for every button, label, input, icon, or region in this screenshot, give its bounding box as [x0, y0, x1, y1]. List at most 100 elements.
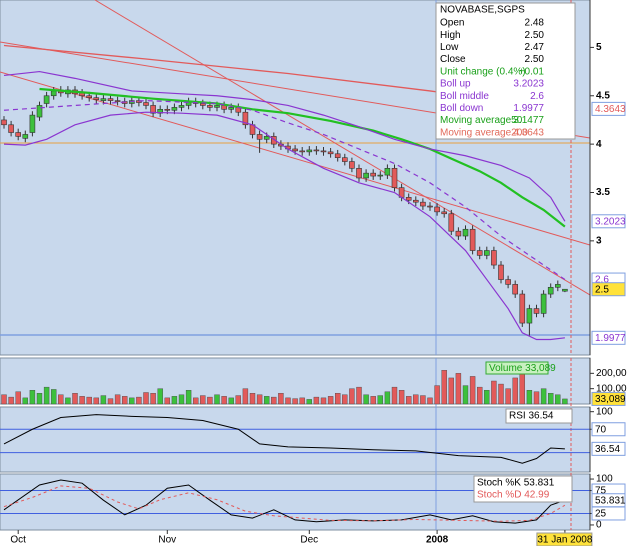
candle-body [313, 149, 320, 152]
volume-bar [427, 397, 433, 405]
y-tick-label: 75 [595, 486, 607, 497]
marks [0, 44, 590, 524]
info-label: Low [440, 42, 459, 53]
info-title: NOVABASE,SGPS [440, 5, 525, 16]
volume-bar [249, 393, 256, 405]
candle-body [15, 132, 21, 137]
candle-body [93, 97, 100, 100]
indicator-line [3, 485, 566, 522]
candle-body [349, 161, 355, 169]
candle-body [469, 228, 476, 251]
volume-bar [448, 377, 454, 405]
volume-bar [313, 396, 320, 405]
candle-body [200, 103, 206, 106]
candle-body [320, 150, 327, 153]
volume-bar [15, 391, 21, 405]
last-value-label-box [591, 214, 626, 229]
candle-body [107, 98, 114, 101]
last-value-label: 33,089 [595, 394, 626, 405]
volume-bar [455, 373, 462, 405]
legend-entry: RSI 36.54 [509, 411, 554, 422]
volume-bar [192, 397, 199, 405]
volume-bar [107, 398, 114, 405]
volume-bar [370, 396, 376, 405]
candle-body [377, 174, 384, 177]
x-tick-label: 2008 [426, 535, 449, 546]
candle-body [178, 105, 185, 108]
volume-bar [221, 396, 227, 405]
volume-bar [22, 397, 28, 405]
candle-body [512, 284, 519, 295]
candle-body [356, 168, 362, 179]
candle-body [434, 206, 440, 213]
y-tick-label: 4.5 [596, 90, 610, 101]
volume-bar [505, 388, 511, 405]
volume-bar [242, 388, 249, 405]
candle-body [86, 95, 92, 98]
candle-body [483, 250, 490, 256]
volume-bar [214, 394, 220, 405]
volume-bar [292, 398, 298, 405]
candle-body [114, 100, 121, 102]
volume-bar [100, 395, 107, 405]
candle-body [36, 105, 43, 118]
volume-bar [150, 393, 156, 405]
last-value-label: 4.3643 [595, 104, 626, 115]
candle-body [207, 105, 213, 108]
volume-bar [441, 370, 447, 405]
volume-bar [79, 396, 85, 405]
indicator-line [3, 70, 566, 222]
rsi-panel [0, 406, 591, 473]
volume-bar [171, 396, 178, 405]
legend-box [505, 408, 573, 424]
last-value-label: 2.5 [595, 284, 609, 295]
volume-bar [391, 386, 398, 405]
volume-bar [562, 398, 568, 405]
candle-body [327, 151, 334, 155]
info-label: High [440, 30, 461, 41]
candle-body [427, 205, 433, 208]
y-tick-label: 100 [596, 474, 613, 485]
volume-bar [264, 396, 270, 405]
volume-bar [256, 394, 263, 405]
candle-body [384, 168, 391, 176]
indicator-line [39, 87, 566, 228]
candle-body [263, 136, 270, 140]
volume-bar [320, 397, 327, 405]
volume-bar [285, 397, 291, 405]
volume-bar [51, 389, 57, 405]
candle-body [164, 109, 171, 111]
volume-bar [335, 393, 341, 405]
candle-body [547, 286, 554, 295]
volume-bar [477, 386, 483, 405]
candle-body [22, 134, 29, 139]
y-tick-label: 100 [596, 406, 613, 417]
info-value: 3.1477 [513, 115, 544, 126]
candle-body [462, 228, 469, 237]
candle-body [420, 201, 426, 207]
volume-bar [93, 397, 100, 405]
volume-bar [136, 396, 142, 405]
legend-entry: Volume 33,089 [489, 363, 556, 374]
volume-bar [164, 397, 171, 405]
volume-bar [434, 385, 440, 405]
volume-bar [555, 394, 561, 405]
legend-box [473, 475, 573, 503]
last-value-label-box [591, 282, 626, 297]
info-label: Boll down [440, 103, 483, 114]
candle-body [1, 119, 7, 126]
legend-entry: Stoch %D 42.99 [477, 490, 550, 501]
volume-bar [498, 383, 504, 405]
last-value-label: 1.9977 [595, 333, 626, 344]
candle-body [505, 279, 511, 285]
info-label: Moving average50 [440, 115, 523, 126]
y-tick-label: 3.5 [596, 187, 610, 198]
y-tick-label: 0 [596, 520, 602, 531]
volume-bar [29, 390, 36, 405]
y-tick-label: 200,000 [596, 368, 627, 379]
info-label: Boll middle [440, 91, 489, 102]
trend-line [94, 0, 590, 296]
volume-bar [235, 395, 242, 405]
candle-body [292, 148, 298, 152]
volume-bar [548, 393, 554, 405]
